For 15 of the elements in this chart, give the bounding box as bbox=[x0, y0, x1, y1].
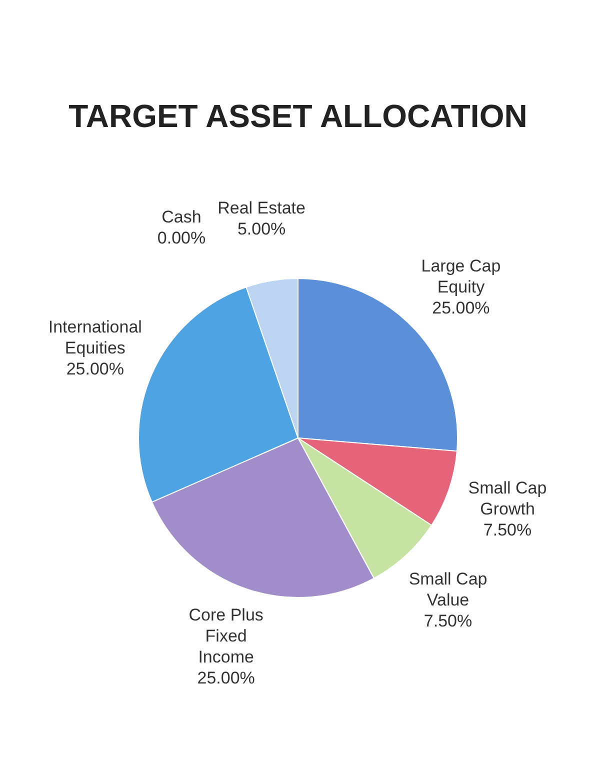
slice-label: Real Estate bbox=[218, 198, 306, 218]
slice-label: International Equities bbox=[48, 318, 142, 358]
data-label: 7.50% bbox=[424, 612, 472, 631]
category-label: Cash bbox=[162, 208, 202, 227]
slice-label: Small Cap Growth bbox=[468, 478, 547, 519]
text: 0.00% bbox=[157, 228, 206, 248]
slice-label: Core Plus Fixed Income bbox=[188, 606, 264, 667]
data-label: 25.00% bbox=[432, 298, 490, 318]
slice-label: Small Cap Value bbox=[408, 570, 488, 610]
data-label: 5.00% bbox=[237, 220, 286, 239]
slice-label: Large Cap Equity bbox=[421, 256, 501, 297]
data-label: 25.00% bbox=[66, 360, 124, 379]
data-label: 25.00% bbox=[197, 668, 255, 688]
data-label: 7.50% bbox=[483, 520, 532, 540]
chart-title: TARGET ASSET ALLOCATION bbox=[68, 98, 528, 135]
